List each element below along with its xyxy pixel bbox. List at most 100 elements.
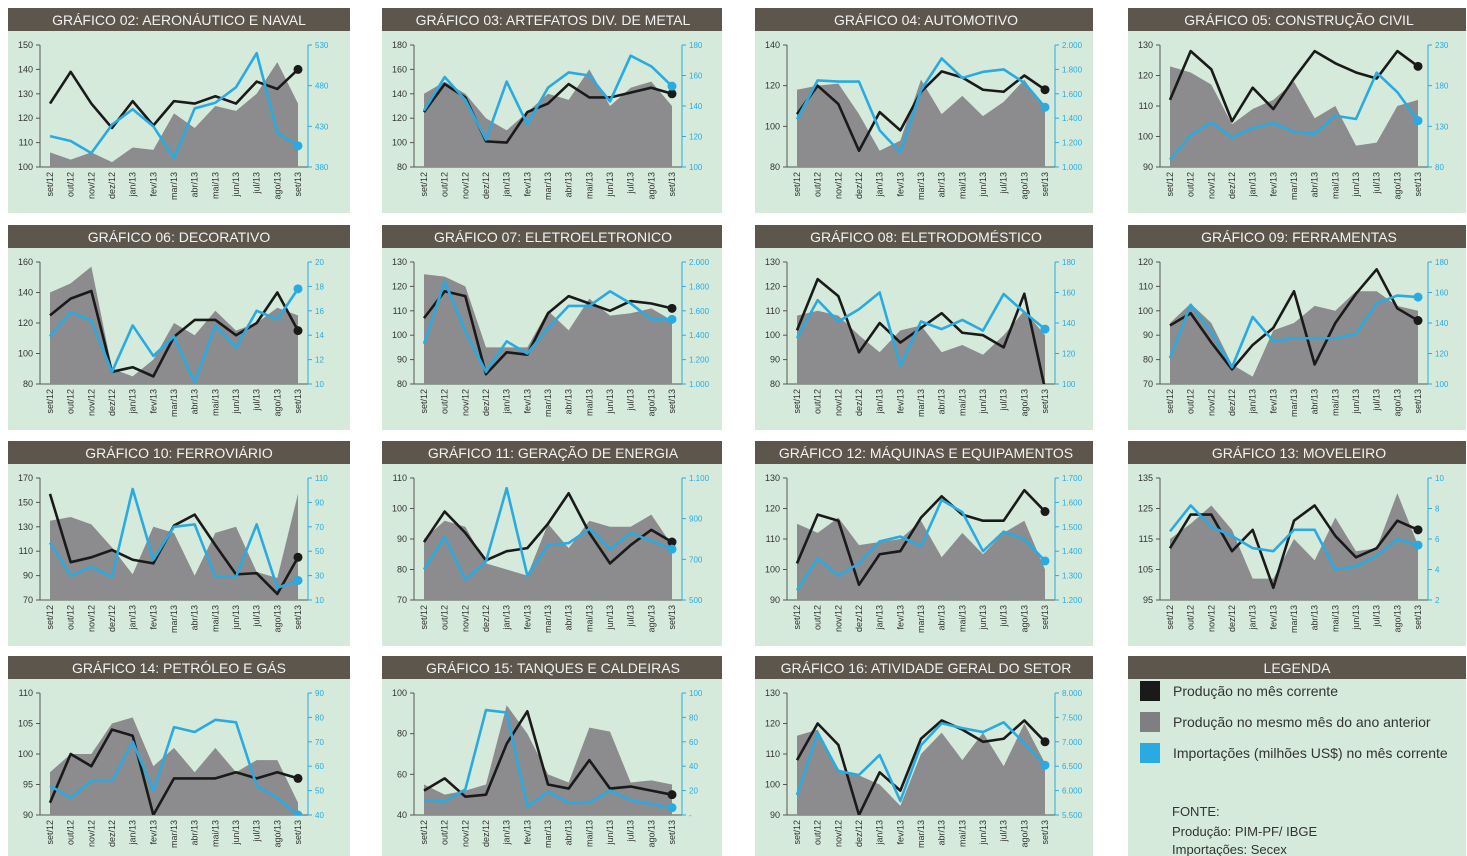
x-tick-label: set/12 (45, 820, 55, 845)
y2-tick-label: 230 (1435, 41, 1449, 50)
x-tick-label: abr/13 (190, 389, 200, 415)
x-tick-label: dez/12 (854, 605, 864, 632)
end-point (1040, 507, 1050, 517)
y2-tick-label: 180 (689, 41, 703, 50)
panel: GRÁFICO 14: PETRÓLEO E GÁS 90 95 100 105 110 4… (8, 656, 350, 856)
x-tick-label: nov/12 (86, 389, 96, 416)
x-tick-label: jan/13 (1248, 389, 1258, 415)
line-series (48, 68, 299, 130)
x-tick-label: jun/13 (605, 172, 615, 198)
y2-tick-label: 1.600 (1062, 90, 1083, 99)
panel-title-bar (1128, 225, 1466, 248)
end-point (1040, 737, 1050, 747)
x-tick-label: mar/13 (1289, 605, 1299, 633)
x-tick-label: abr/13 (1310, 172, 1320, 198)
x-tick-label: dez/12 (107, 389, 117, 416)
x-tick-label: jul/13 (626, 389, 636, 412)
x-tick-label: mar/13 (169, 172, 179, 200)
y2-tick-label: 120 (1062, 350, 1076, 359)
y-tick-label: 120 (765, 281, 780, 291)
x-tick-label: set/13 (293, 172, 303, 197)
x-tick-label: dez/12 (481, 605, 491, 632)
y2-tick-label: 6 (1435, 535, 1440, 544)
y2-tick-label: 10 (315, 380, 324, 389)
x-tick-label: jan/13 (875, 605, 885, 631)
y-tick-label: 160 (392, 64, 407, 74)
x-tick-label: ago/13 (272, 820, 282, 848)
y2-tick-label: 50 (315, 547, 324, 556)
x-tick-label: dez/12 (107, 820, 117, 847)
y-tick-label: 100 (765, 330, 780, 340)
panel: GRÁFICO 04: AUTOMOTIVO 80 100 120 140 1.000 1.… (755, 8, 1093, 213)
y-tick-label: 90 (1143, 162, 1153, 172)
end-point (1040, 102, 1050, 112)
y-tick-label: 100 (392, 688, 407, 698)
panel: GRÁFICO 10: FERROVIÁRIO 70 90 110 130 150 170 1… (8, 441, 350, 646)
y2-tick-label: 140 (1435, 319, 1449, 328)
x-tick-label: mar/13 (169, 389, 179, 417)
x-tick-label: out/12 (813, 389, 823, 414)
end-point (667, 803, 677, 813)
x-tick-label: set/13 (667, 172, 677, 197)
x-tick-label: jun/13 (978, 389, 988, 415)
x-tick-label: jul/13 (252, 605, 262, 628)
y-tick-label: 80 (1143, 355, 1153, 365)
y2-tick-label: 1.000 (689, 380, 710, 389)
x-tick-label: ago/13 (646, 820, 656, 848)
x-tick-label: set/12 (419, 820, 429, 845)
plot (48, 717, 303, 815)
x-tick-label: nov/12 (86, 172, 96, 199)
end-point (1040, 760, 1050, 770)
x-tick-label: jun/13 (1351, 172, 1361, 198)
end-point (667, 537, 677, 547)
y2-tick-label: 430 (315, 122, 329, 131)
x-tick-label: ago/13 (1392, 389, 1402, 417)
end-point (667, 303, 677, 313)
x-tick-label: out/12 (813, 172, 823, 197)
x-tick-label: ago/13 (1019, 605, 1029, 633)
y-tick-label: 80 (23, 379, 33, 389)
chart-title: GRÁFICO 05: CONSTRUÇÃO CIVIL (1184, 12, 1414, 28)
y-tick-label: 70 (397, 595, 407, 605)
y2-tick-label: 6.000 (1062, 787, 1083, 796)
y2-tick-label: 1.800 (1062, 65, 1083, 74)
x-tick-label: nov/12 (1206, 389, 1216, 416)
y2-tick-label: 160 (1062, 289, 1076, 298)
panel-title-bar (755, 656, 1093, 679)
x-tick-label: set/13 (667, 389, 677, 414)
x-tick-label: jan/13 (502, 389, 512, 415)
y-tick-label: 90 (1143, 330, 1153, 340)
y2-tick-label: 12 (315, 356, 324, 365)
end-point (1413, 525, 1423, 535)
y2-tick-label: 20 (689, 787, 698, 796)
panel-title-bar (382, 8, 722, 31)
x-tick-label: dez/12 (854, 389, 864, 416)
panel-title-bar (8, 225, 350, 248)
y2-tick-label: 10 (1435, 474, 1444, 483)
x-tick-label: fev/13 (895, 172, 905, 197)
x-tick-label: abr/13 (564, 389, 574, 415)
x-tick-label: jan/13 (875, 389, 885, 415)
y2-tick-label: 8 (1435, 505, 1440, 514)
x-tick-label: fev/13 (522, 820, 532, 845)
x-tick-label: set/12 (792, 820, 802, 845)
y-tick-label: 115 (1139, 534, 1153, 544)
x-tick-label: mar/13 (1289, 172, 1299, 200)
area-series (1170, 66, 1418, 167)
x-tick-label: dez/12 (1227, 605, 1237, 632)
y-tick-label: 105 (18, 719, 33, 729)
x-tick-label: mar/13 (543, 605, 553, 633)
y2-tick-label: 30 (315, 572, 324, 581)
source-line: Importações: Secex (1172, 842, 1287, 856)
end-point (1040, 556, 1050, 566)
y2-tick-label: 1.200 (1062, 139, 1083, 148)
y-tick-label: 120 (392, 113, 407, 123)
y-tick-label: 160 (18, 257, 33, 267)
x-tick-label: set/13 (1413, 605, 1423, 630)
x-tick-label: jan/13 (128, 820, 138, 846)
x-tick-label: abr/13 (564, 820, 574, 846)
x-tick-label: jul/13 (999, 605, 1009, 628)
y2-tick-label: 500 (689, 596, 703, 605)
y-tick-label: 100 (392, 330, 407, 340)
plot (48, 51, 303, 167)
